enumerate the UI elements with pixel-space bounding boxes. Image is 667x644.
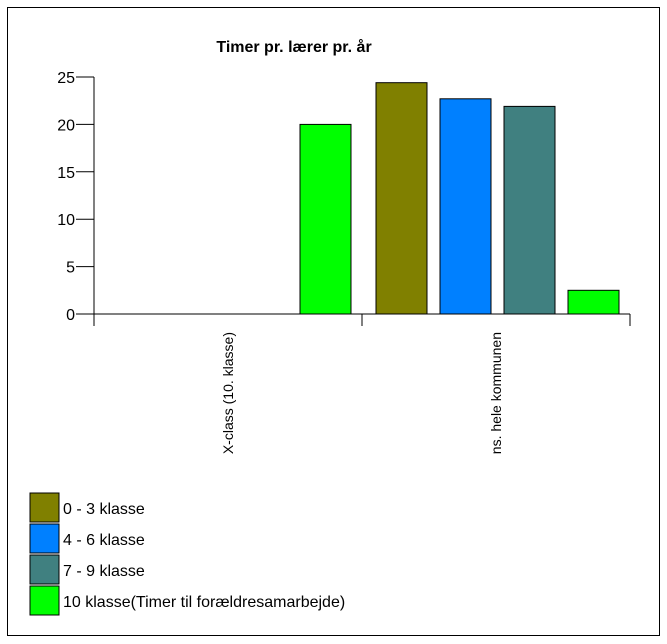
y-tick-label: 20 xyxy=(57,117,75,134)
legend-label: 4 - 6 klasse xyxy=(63,532,145,549)
legend-swatch xyxy=(29,585,60,616)
legend: 0 - 3 klasse 4 - 6 klasse 7 - 9 klasse 10 k… xyxy=(29,492,345,616)
x-category-label: X-class (10. klasse) xyxy=(220,332,236,454)
legend-label: 7 - 9 klasse xyxy=(63,563,145,580)
legend-swatch xyxy=(29,554,60,585)
y-tick-label: 15 xyxy=(57,165,75,182)
y-tick-label: 10 xyxy=(57,212,75,229)
axes: 0 5 10 15 20 25 X-class (10. klasse) ns. hele k… xyxy=(57,70,631,454)
legend-swatch xyxy=(29,492,60,523)
bar xyxy=(375,82,428,315)
chart-title: Timer pr. lærer pr. år xyxy=(216,38,371,56)
bar-chart: Timer pr. lærer pr. år 0 5 10 15 20 25 X-class… xyxy=(29,38,631,616)
legend-swatch xyxy=(29,523,60,554)
bar xyxy=(439,98,492,315)
legend-label: 10 klasse(Timer til forældresamarbejde) xyxy=(63,594,345,611)
y-tick-label: 25 xyxy=(57,70,75,87)
bars xyxy=(299,82,620,315)
legend-label: 0 - 3 klasse xyxy=(63,501,145,518)
y-tick-label: 0 xyxy=(66,307,75,324)
y-tick-label: 5 xyxy=(66,260,75,277)
bar xyxy=(299,123,352,315)
bar xyxy=(567,289,620,315)
bar xyxy=(503,105,556,315)
x-category-label: ns. hele kommunen xyxy=(488,332,504,454)
chart-frame: Timer pr. lærer pr. år 0 5 10 15 20 25 X-class… xyxy=(7,7,660,636)
